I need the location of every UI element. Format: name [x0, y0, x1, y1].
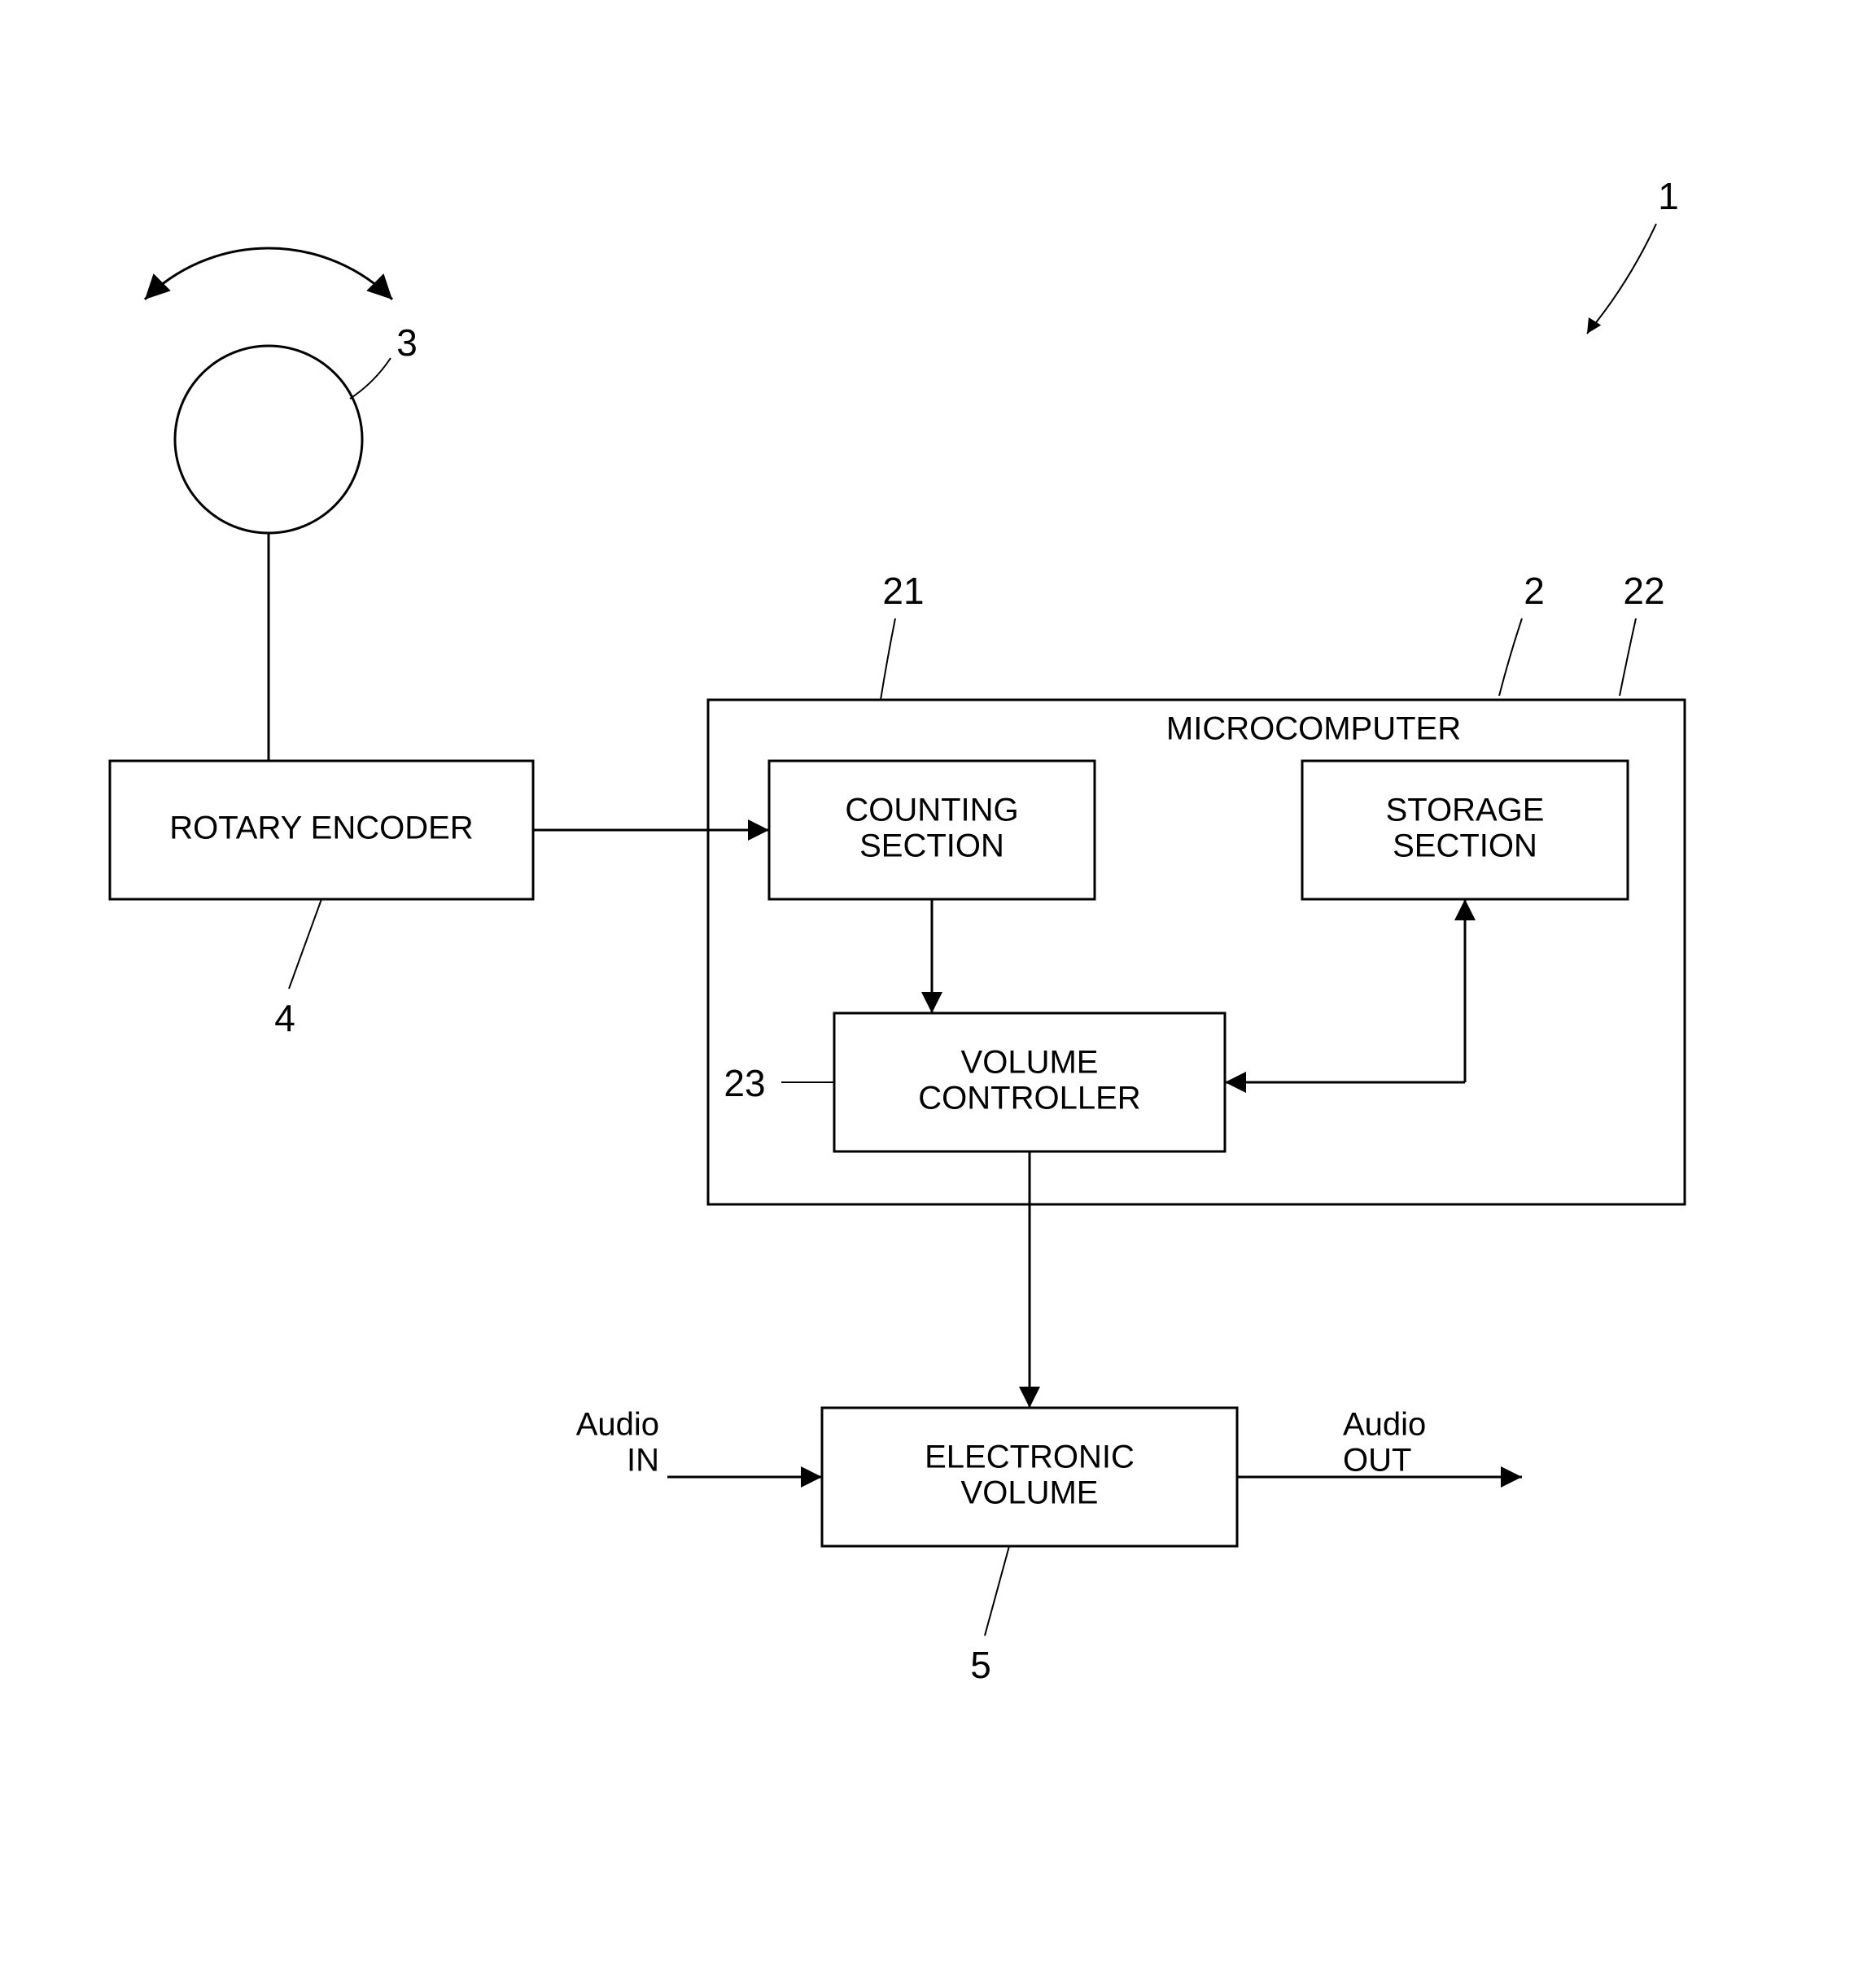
audio-in-l1: Audio — [576, 1407, 659, 1443]
elecvol-l2: VOLUME — [961, 1475, 1099, 1511]
leader-21 — [881, 618, 895, 700]
ref-3: 3 — [396, 321, 418, 364]
ref-22: 22 — [1623, 570, 1664, 612]
leader-1 — [1587, 224, 1656, 334]
rotary-knob — [175, 346, 362, 533]
elecvol-l1: ELECTRONIC — [925, 1440, 1135, 1475]
volctrl-l2: CONTROLLER — [918, 1081, 1140, 1116]
microcomputer-title: MICROCOMPUTER — [1166, 711, 1461, 747]
counting-l2: SECTION — [859, 828, 1004, 864]
ref-23: 23 — [724, 1062, 765, 1104]
ref-21: 21 — [882, 570, 924, 612]
leader-4 — [289, 899, 321, 989]
audio-out-l2: OUT — [1343, 1443, 1411, 1479]
leader-3 — [350, 358, 391, 399]
storage-l1: STORAGE — [1386, 793, 1545, 828]
ref-1: 1 — [1658, 175, 1679, 217]
counting-l1: COUNTING — [845, 793, 1018, 828]
microcomputer-box — [708, 700, 1685, 1204]
volctrl-l1: VOLUME — [961, 1045, 1099, 1081]
audio-in-l2: IN — [627, 1443, 659, 1479]
rotation-indicator-arc — [145, 248, 392, 299]
leader-2 — [1499, 618, 1522, 696]
ref-4: 4 — [274, 997, 295, 1039]
storage-l2: SECTION — [1393, 828, 1537, 864]
leader-22 — [1620, 618, 1636, 696]
audio-out-l1: Audio — [1343, 1407, 1426, 1443]
rotary-encoder-label: ROTARY ENCODER — [169, 810, 473, 846]
ref-2: 2 — [1524, 570, 1545, 612]
leader-5 — [985, 1546, 1009, 1636]
ref-5: 5 — [970, 1644, 991, 1686]
